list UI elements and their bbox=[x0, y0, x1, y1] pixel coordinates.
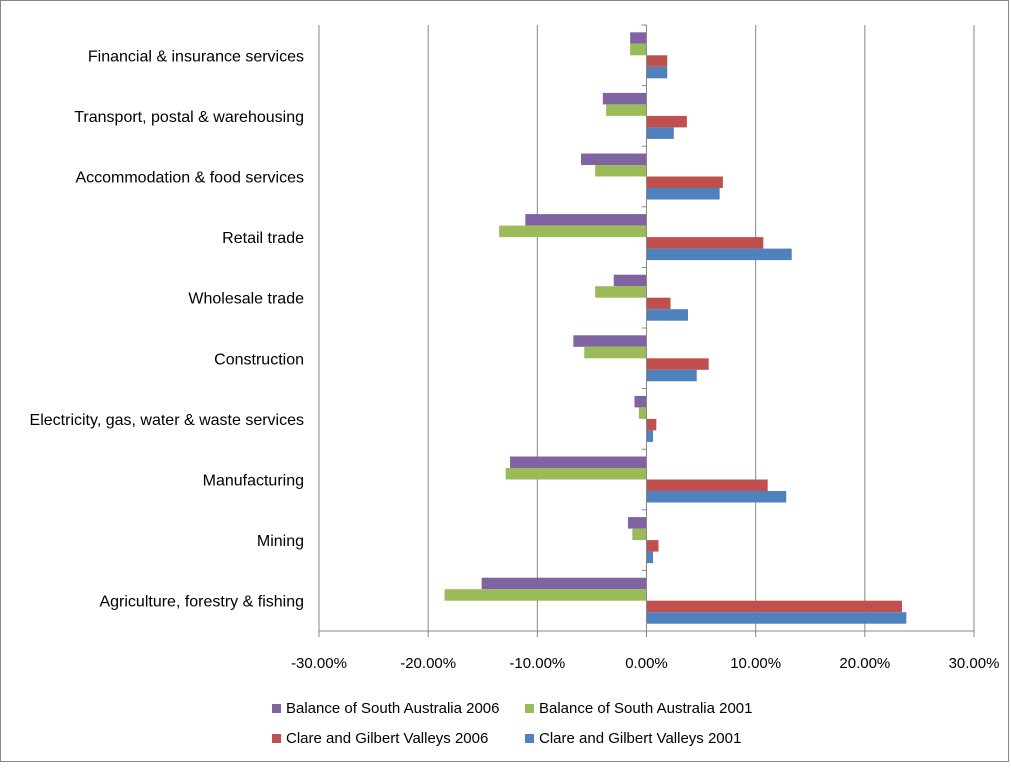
bar bbox=[647, 552, 654, 564]
legend-label: Clare and Gilbert Valleys 2001 bbox=[539, 730, 741, 747]
bar bbox=[647, 309, 688, 321]
x-tick-label: 0.00% bbox=[625, 655, 668, 672]
x-tick-labels: -30.00% -20.00% -10.00% 0.00% 10.00% 20.00% 30… bbox=[291, 655, 999, 672]
legend-label: Balance of South Australia 2001 bbox=[539, 700, 753, 717]
bar bbox=[647, 370, 697, 382]
legend-label: Balance of South Australia 2006 bbox=[286, 700, 500, 717]
bar bbox=[647, 116, 687, 128]
bar bbox=[630, 32, 646, 44]
category-label: Manufacturing bbox=[203, 473, 304, 490]
x-tick-label: 10.00% bbox=[730, 655, 781, 672]
x-tick-label: 20.00% bbox=[839, 655, 890, 672]
bar bbox=[647, 249, 792, 261]
x-tick-label: -10.00% bbox=[509, 655, 565, 672]
bar bbox=[603, 93, 647, 105]
bar bbox=[445, 589, 647, 601]
bar bbox=[647, 127, 674, 138]
bar bbox=[573, 335, 646, 347]
bar bbox=[647, 55, 668, 67]
bar bbox=[506, 468, 647, 480]
category-label: Accommodation & food services bbox=[75, 170, 304, 187]
bar bbox=[632, 529, 646, 541]
x-tick-label: 30.00% bbox=[949, 655, 1000, 672]
legend-swatch bbox=[525, 734, 534, 743]
legend: Balance of South Australia 2006 Balance o… bbox=[272, 700, 753, 747]
category-label: Financial & insurance services bbox=[88, 48, 304, 65]
category-labels: Agriculture, forestry & fishing Mining Man… bbox=[30, 48, 305, 610]
category-label: Agriculture, forestry & fishing bbox=[99, 594, 304, 611]
bar bbox=[639, 407, 647, 419]
bar bbox=[647, 177, 723, 189]
legend-swatch bbox=[525, 704, 534, 713]
bar bbox=[482, 578, 647, 590]
bar bbox=[510, 457, 646, 469]
bar bbox=[647, 298, 671, 310]
bar bbox=[499, 226, 646, 238]
bar bbox=[647, 237, 764, 249]
bar bbox=[647, 480, 768, 492]
category-label: Mining bbox=[257, 533, 304, 550]
bar bbox=[647, 601, 902, 613]
x-tick-label: -30.00% bbox=[291, 655, 347, 672]
bar bbox=[606, 104, 646, 116]
bar bbox=[614, 275, 647, 287]
category-label: Construction bbox=[214, 351, 304, 368]
bar bbox=[581, 154, 647, 166]
bar bbox=[647, 67, 668, 79]
bar bbox=[584, 347, 646, 359]
bar bbox=[647, 491, 787, 503]
bar bbox=[595, 165, 646, 177]
category-label: Electricity, gas, water & waste services bbox=[30, 412, 304, 429]
category-label: Retail trade bbox=[222, 230, 304, 247]
category-label: Transport, postal & warehousing bbox=[74, 109, 304, 126]
bar bbox=[525, 214, 646, 226]
axes bbox=[319, 25, 974, 637]
bar bbox=[647, 430, 654, 442]
x-tick-label: -20.00% bbox=[400, 655, 456, 672]
bar bbox=[647, 540, 659, 552]
bar bbox=[647, 612, 907, 624]
legend-swatch bbox=[272, 734, 281, 743]
bar bbox=[647, 188, 720, 200]
bar bbox=[634, 396, 646, 408]
bars bbox=[445, 32, 907, 623]
category-label: Wholesale trade bbox=[188, 291, 304, 308]
bar bbox=[595, 286, 646, 298]
legend-swatch bbox=[272, 704, 281, 713]
bar bbox=[630, 44, 646, 56]
bar bbox=[628, 517, 647, 529]
legend-label: Clare and Gilbert Valleys 2006 bbox=[286, 730, 488, 747]
bar bbox=[647, 419, 657, 431]
bar bbox=[647, 358, 709, 370]
